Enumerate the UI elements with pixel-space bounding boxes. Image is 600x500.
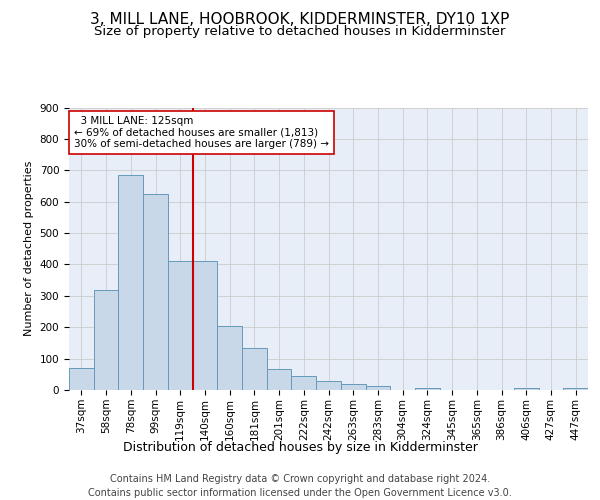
Bar <box>217 326 242 390</box>
Bar <box>94 290 118 390</box>
Bar <box>563 388 588 390</box>
Y-axis label: Number of detached properties: Number of detached properties <box>24 161 34 336</box>
Bar <box>316 381 341 390</box>
Bar <box>118 175 143 390</box>
Bar <box>341 384 365 390</box>
Bar <box>69 368 94 390</box>
Text: 3, MILL LANE, HOOBROOK, KIDDERMINSTER, DY10 1XP: 3, MILL LANE, HOOBROOK, KIDDERMINSTER, D… <box>91 12 509 28</box>
Bar <box>292 376 316 390</box>
Text: Contains HM Land Registry data © Crown copyright and database right 2024.
Contai: Contains HM Land Registry data © Crown c… <box>88 474 512 498</box>
Bar <box>143 194 168 390</box>
Bar <box>242 348 267 390</box>
Text: Size of property relative to detached houses in Kidderminster: Size of property relative to detached ho… <box>94 25 506 38</box>
Text: Distribution of detached houses by size in Kidderminster: Distribution of detached houses by size … <box>122 441 478 454</box>
Bar <box>168 262 193 390</box>
Bar <box>267 368 292 390</box>
Bar <box>415 388 440 390</box>
Text: 3 MILL LANE: 125sqm
← 69% of detached houses are smaller (1,813)
30% of semi-det: 3 MILL LANE: 125sqm ← 69% of detached ho… <box>74 116 329 149</box>
Bar <box>514 388 539 390</box>
Bar <box>193 262 217 390</box>
Bar <box>365 386 390 390</box>
